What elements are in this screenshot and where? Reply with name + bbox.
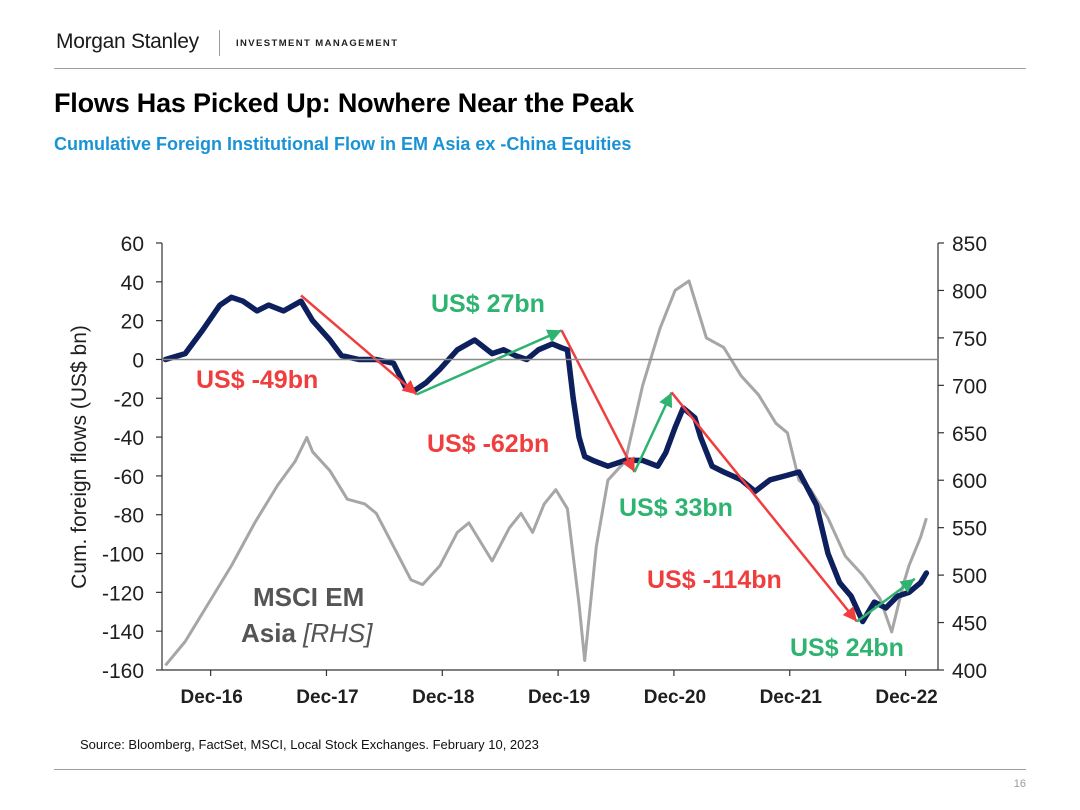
flow-annotation: US$ 27bn	[431, 290, 545, 318]
x-tick-label: Dec-18	[412, 687, 474, 708]
logo-subtitle: INVESTMENT MANAGEMENT	[236, 38, 399, 49]
right-tick-label: 650	[952, 423, 987, 446]
flow-annotation: US$ 24bn	[790, 634, 904, 662]
right-tick-label: 450	[952, 613, 987, 636]
page-number: 16	[1013, 778, 1026, 790]
page-subtitle: Cumulative Foreign Institutional Flow in…	[54, 134, 632, 154]
logo-divider	[219, 30, 220, 56]
x-tick-label: Dec-17	[296, 687, 358, 708]
source-note: Source: Bloomberg, FactSet, MSCI, Local …	[80, 737, 539, 752]
left-tick-label: 0	[132, 349, 144, 372]
trend-arrow	[633, 391, 673, 473]
flow-annotation: US$ 33bn	[619, 494, 733, 522]
left-tick-label: -60	[114, 466, 144, 489]
left-tick-label: -120	[102, 582, 144, 605]
cumulative-flow-line	[162, 294, 930, 625]
right-tick-label: 700	[952, 375, 987, 398]
left-tick-label: -20	[114, 388, 144, 411]
trend-arrowhead	[659, 392, 673, 409]
left-tick-label: 60	[121, 233, 144, 256]
trend-arrow	[560, 329, 636, 473]
trend-arrowhead	[545, 329, 562, 343]
left-tick-label: -160	[102, 660, 144, 683]
right-tick-label: 750	[952, 328, 987, 351]
logo: Morgan Stanley	[56, 30, 199, 53]
trend-arrowhead	[842, 606, 857, 622]
left-tick-label: 40	[121, 272, 144, 295]
msci-label-line2: Asia [RHS]	[241, 618, 373, 648]
flow-annotation: US$ -49bn	[196, 366, 318, 394]
trend-arrow	[416, 329, 563, 396]
msci-label-line1: MSCI EM	[253, 582, 364, 612]
header: Morgan Stanley INVESTMENT MANAGEMENT	[0, 0, 1080, 70]
right-tick-label: 850	[952, 233, 987, 256]
left-tick-label: -80	[114, 505, 144, 528]
left-tick-label: -140	[102, 621, 144, 644]
x-tick-label: Dec-16	[180, 687, 242, 708]
right-tick-label: 500	[952, 565, 987, 588]
left-tick-label: -100	[102, 544, 144, 567]
left-tick-label: -40	[114, 427, 144, 450]
right-tick-label: 400	[952, 660, 987, 683]
x-tick-label: Dec-19	[528, 687, 590, 708]
right-tick-label: 550	[952, 518, 987, 541]
trend-arrow	[670, 391, 858, 623]
flow-annotation: US$ -114bn	[647, 566, 782, 594]
y-axis-label: Cum. foreign flows (US$ bn)	[68, 325, 91, 589]
flow-annotation: US$ -62bn	[427, 430, 549, 458]
trend-arrowhead	[899, 578, 915, 593]
footer-rule	[54, 769, 1026, 770]
x-tick-label: Dec-20	[644, 687, 706, 708]
header-rule	[54, 68, 1026, 69]
x-tick-label: Dec-22	[875, 687, 937, 708]
x-tick-label: Dec-21	[760, 687, 823, 708]
trend-arrowhead	[621, 456, 635, 473]
trend-arrow	[300, 294, 418, 396]
page-title: Flows Has Picked Up: Nowhere Near the Pe…	[54, 88, 634, 118]
right-tick-label: 800	[952, 280, 987, 303]
left-tick-label: 20	[121, 311, 144, 334]
right-tick-label: 600	[952, 470, 987, 493]
trend-arrowhead	[401, 379, 417, 395]
